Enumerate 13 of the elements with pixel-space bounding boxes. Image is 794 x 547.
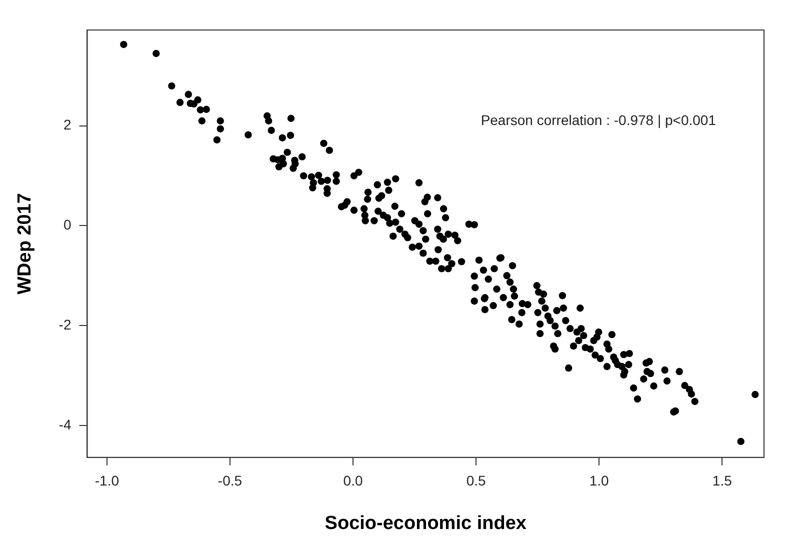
y-axis-title: WDep 2017	[14, 193, 36, 294]
annotation: Pearson correlation : -0.978 | p<0.001	[480, 112, 716, 128]
x-tick-label: 0.0	[343, 472, 363, 489]
y-tick-label: 0	[63, 216, 72, 233]
x-axis-title: Socio-economic index	[324, 512, 527, 534]
x-tick-label: -0.5	[218, 472, 242, 489]
y-tick-label: -4	[58, 416, 72, 432]
x-tick-label: 0.5	[466, 472, 486, 489]
x-tick-label: 1.0	[589, 472, 610, 489]
x-tick-label: -1.0	[94, 472, 120, 489]
y-tick-label: 2	[63, 116, 72, 133]
x-tick-label: 1.5	[712, 472, 732, 489]
y-tick-label: -2	[58, 316, 72, 332]
